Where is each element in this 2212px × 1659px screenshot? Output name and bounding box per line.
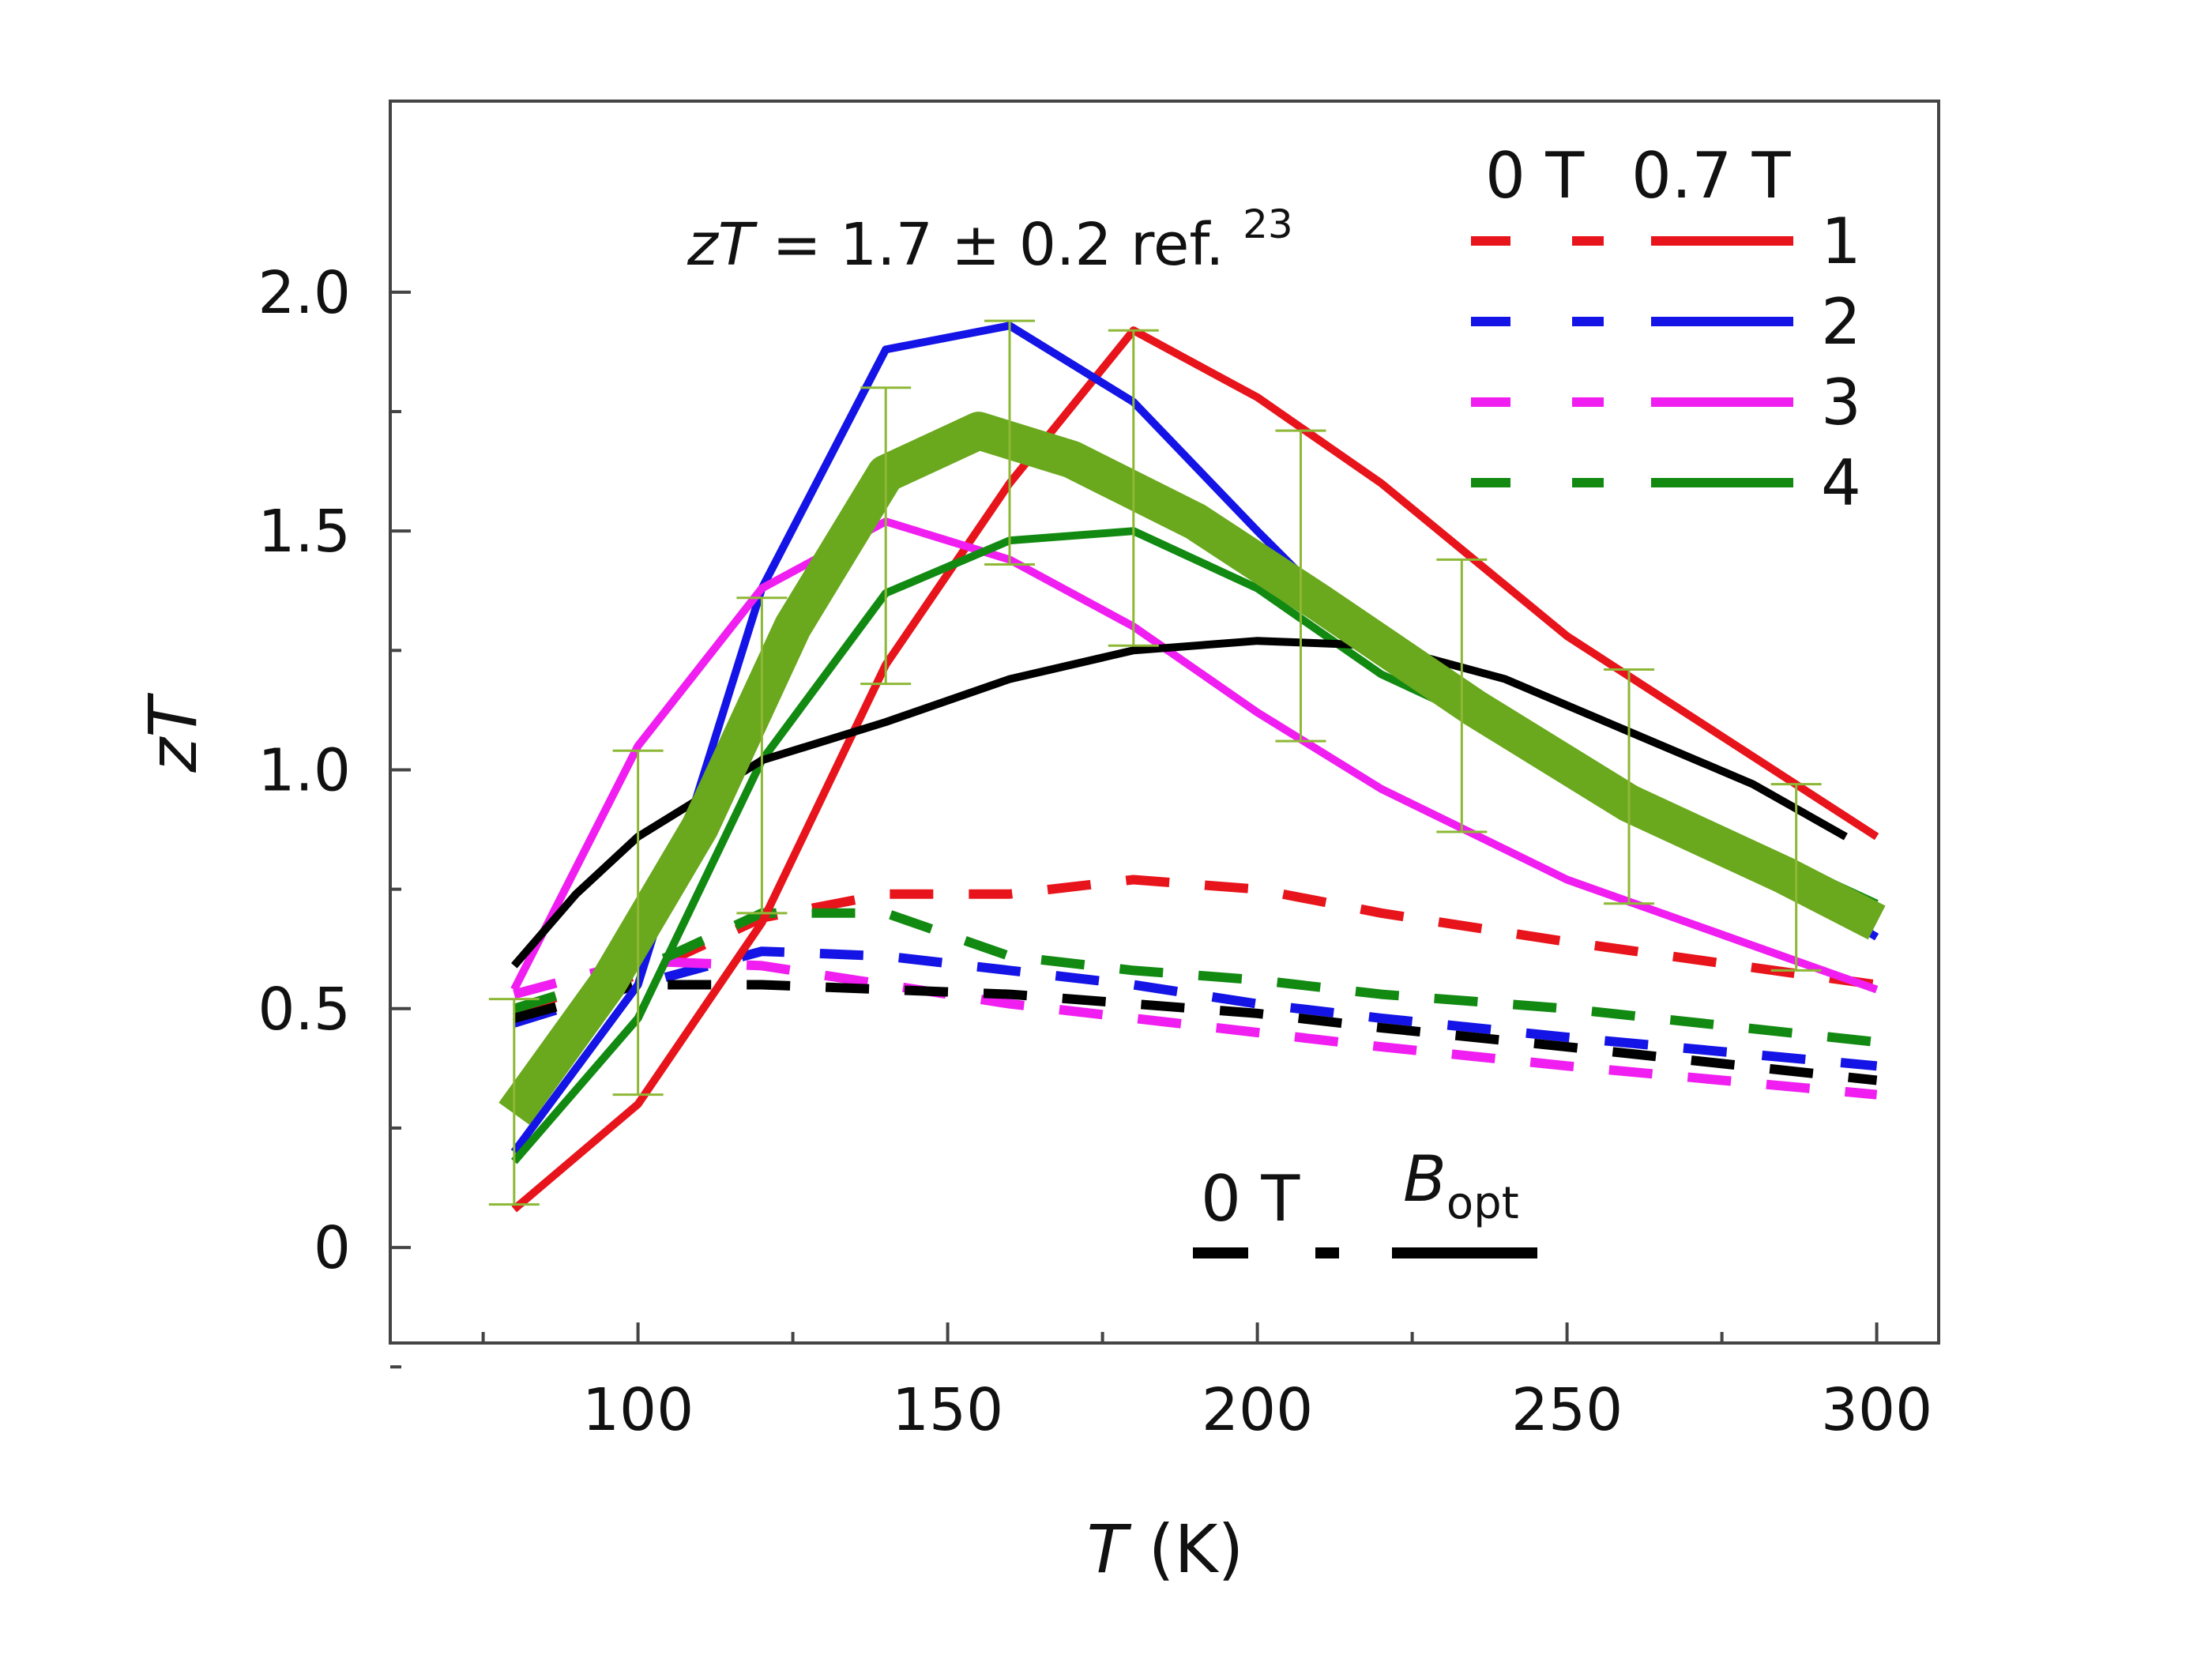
average-curve — [498, 412, 1886, 1125]
plot-area — [488, 319, 1886, 1213]
y-axis-label: zT — [134, 693, 212, 773]
zero-field-series — [513, 875, 1878, 1100]
legend-label-3: 3 — [1821, 366, 1861, 439]
style-key-0t-label: 0 T — [1201, 1162, 1300, 1236]
legend-header-0t: 0 T — [1485, 139, 1585, 213]
series-line-2-0t — [513, 946, 1878, 1071]
plot-frame — [389, 100, 1940, 1345]
y-tick-label: 0 — [314, 1214, 351, 1282]
annotation-superscript: 23 — [1243, 201, 1293, 247]
legend-label-4: 4 — [1821, 446, 1861, 520]
annotation-var: zT — [687, 211, 758, 279]
y-tick-label: 0.5 — [258, 976, 351, 1044]
zt-reference-annotation: zT = 1.7 ± 0.2 ref. 23 — [687, 201, 1293, 279]
y-tick-labels: 0 0.5 1.0 1.5 2.0 — [258, 259, 351, 1282]
y-tick-label: 1.0 — [258, 736, 351, 804]
axis-ticks — [390, 290, 1879, 1369]
style-key-bopt-label: Bopt — [1403, 1142, 1519, 1229]
x-axis-label: T (K) — [1087, 1510, 1244, 1588]
x-tick-label: 150 — [892, 1376, 1003, 1444]
series-line-4-0t — [513, 908, 1878, 1048]
y-tick-label: 1.5 — [258, 498, 351, 566]
x-tick-label: 250 — [1511, 1376, 1623, 1444]
series-line-3-07t — [510, 517, 1879, 994]
series-line-3-0t — [513, 956, 1878, 1100]
x-tick-labels: 100 150 200 250 300 — [582, 1376, 1932, 1444]
annotation-text: = 1.7 ± 0.2 ref. — [754, 211, 1243, 279]
series-line-2-07t — [510, 322, 1879, 1155]
legend-header-07t: 0.7 T — [1631, 139, 1792, 213]
series-line-4-07t — [511, 527, 1879, 1164]
average-curve-layer — [498, 412, 1886, 1125]
y-tick-label: 2.0 — [258, 259, 351, 327]
x-tick-label: 200 — [1202, 1376, 1313, 1444]
series-line-black-0t — [513, 980, 1878, 1085]
error-bars — [488, 319, 1822, 1206]
legend-label-1: 1 — [1821, 205, 1861, 278]
style-key: 0 T Bopt — [1193, 1142, 1537, 1258]
x-tick-label: 100 — [582, 1376, 694, 1444]
x-tick-label: 300 — [1821, 1376, 1932, 1444]
legend-label-2: 2 — [1821, 285, 1861, 359]
